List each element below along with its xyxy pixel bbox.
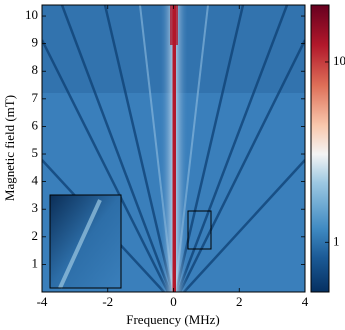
- y-tick-label: 10: [25, 7, 38, 22]
- y-axis-label: Magnetic field (mT): [2, 95, 17, 201]
- y-tick-label: 3: [32, 200, 39, 215]
- x-tick-label: -4: [37, 294, 48, 309]
- y-tick-label: 8: [32, 62, 39, 77]
- y-tick-label: 1: [32, 255, 39, 270]
- y-tick-label: 6: [32, 117, 39, 132]
- heatmap: [42, 5, 305, 292]
- zoom-box: [187, 210, 212, 250]
- y-tick-label: 9: [32, 35, 39, 50]
- y-tick-label: 4: [32, 173, 39, 188]
- inset-frame: [49, 194, 122, 289]
- y-tick-label: 5: [32, 145, 39, 160]
- colorbar-tick-label: 10: [333, 53, 345, 68]
- colorbar: [310, 4, 330, 293]
- x-tick-label: 0: [170, 294, 177, 309]
- x-tick-label: -2: [102, 294, 113, 309]
- x-axis-label: Frequency (MHz): [126, 312, 220, 327]
- colorbar-tick-label: 1: [333, 233, 340, 248]
- y-tick-label: 7: [32, 90, 39, 105]
- x-tick-label: 4: [302, 294, 309, 309]
- y-tick-label: 2: [32, 228, 39, 243]
- x-tick-label: 2: [236, 294, 243, 309]
